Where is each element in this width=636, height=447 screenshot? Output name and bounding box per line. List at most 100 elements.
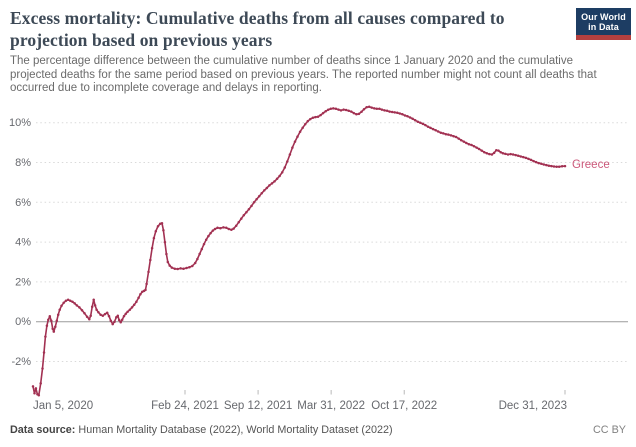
series-point[interactable] — [537, 161, 540, 165]
series-point[interactable] — [454, 135, 458, 139]
series-point[interactable] — [504, 152, 507, 156]
series-point[interactable] — [373, 107, 376, 110]
series-point[interactable] — [459, 138, 463, 142]
series-point[interactable] — [278, 174, 281, 178]
series-point[interactable] — [288, 153, 292, 156]
series-point[interactable] — [442, 132, 445, 135]
series-point[interactable] — [149, 258, 152, 262]
series-point[interactable] — [365, 105, 368, 109]
series-point[interactable] — [524, 156, 528, 160]
series-point[interactable] — [550, 164, 553, 168]
series-point[interactable] — [51, 327, 54, 330]
series-point[interactable] — [413, 119, 417, 122]
series-point[interactable] — [337, 108, 340, 111]
series-point[interactable] — [64, 299, 68, 303]
series-point[interactable] — [257, 195, 261, 198]
series-point[interactable] — [92, 298, 95, 302]
series-point[interactable] — [107, 314, 111, 318]
series-point[interactable] — [390, 110, 394, 114]
series-point[interactable] — [119, 321, 122, 324]
series-point[interactable] — [273, 180, 276, 183]
series-line-greece[interactable] — [32, 106, 566, 397]
series-point[interactable] — [488, 152, 491, 156]
series-point[interactable] — [109, 319, 113, 322]
series-point[interactable] — [117, 318, 121, 322]
series-point[interactable] — [490, 153, 494, 156]
series-point[interactable] — [207, 234, 210, 238]
series-point[interactable] — [166, 260, 170, 264]
series-point[interactable] — [434, 129, 437, 132]
series-point[interactable] — [137, 296, 140, 300]
series-point[interactable] — [424, 123, 427, 127]
series-point[interactable] — [240, 217, 243, 220]
series-point[interactable] — [522, 155, 525, 159]
series-point[interactable] — [58, 308, 61, 312]
series-point[interactable] — [156, 224, 160, 228]
series-point[interactable] — [132, 303, 136, 307]
series-point[interactable] — [560, 165, 564, 168]
series-point[interactable] — [477, 147, 481, 151]
series-point[interactable] — [401, 113, 404, 116]
series-point[interactable] — [145, 282, 148, 286]
series-point[interactable] — [339, 109, 343, 112]
series-point[interactable] — [380, 108, 384, 111]
series-point[interactable] — [204, 238, 208, 241]
series-point[interactable] — [97, 311, 100, 314]
series-point[interactable] — [113, 320, 116, 323]
series-point[interactable] — [160, 221, 164, 225]
series-point[interactable] — [170, 266, 174, 269]
series-point[interactable] — [499, 150, 502, 154]
series-point[interactable] — [416, 120, 420, 123]
series-point[interactable] — [45, 324, 49, 327]
series-point[interactable] — [56, 313, 60, 316]
series-point[interactable] — [105, 311, 109, 314]
series-point[interactable] — [309, 117, 312, 121]
series-point[interactable] — [34, 387, 38, 390]
series-point[interactable] — [200, 247, 204, 251]
series-point[interactable] — [439, 131, 443, 134]
series-point[interactable] — [385, 109, 389, 113]
series-point[interactable] — [275, 177, 279, 181]
series-point[interactable] — [529, 158, 533, 162]
series-end-label[interactable]: Greece — [572, 159, 610, 172]
series-point[interactable] — [80, 308, 84, 312]
series-point[interactable] — [198, 252, 201, 256]
series-point[interactable] — [480, 149, 483, 152]
series-point[interactable] — [296, 135, 299, 138]
series-point[interactable] — [495, 148, 498, 152]
series-point[interactable] — [352, 111, 356, 115]
series-point[interactable] — [154, 229, 158, 233]
series-point[interactable] — [367, 105, 371, 109]
series-point[interactable] — [547, 164, 551, 167]
series-point[interactable] — [375, 107, 379, 111]
series-point[interactable] — [436, 130, 440, 133]
series-point[interactable] — [449, 134, 453, 137]
series-point[interactable] — [37, 394, 41, 397]
series-point[interactable] — [242, 213, 246, 217]
series-point[interactable] — [126, 310, 129, 314]
series-point[interactable] — [211, 229, 215, 232]
series-point[interactable] — [176, 267, 179, 271]
series-point[interactable] — [69, 299, 72, 303]
series-point[interactable] — [316, 115, 320, 118]
series-point[interactable] — [247, 208, 251, 211]
series-point[interactable] — [44, 335, 47, 338]
series-point[interactable] — [472, 144, 476, 148]
series-point[interactable] — [185, 266, 188, 270]
series-point[interactable] — [532, 159, 535, 163]
series-point[interactable] — [301, 126, 304, 129]
series-point[interactable] — [99, 313, 102, 316]
series-point[interactable] — [252, 201, 256, 204]
series-point[interactable] — [311, 116, 315, 119]
series-point[interactable] — [250, 204, 253, 208]
series-point[interactable] — [152, 236, 156, 240]
series-point[interactable] — [280, 171, 284, 174]
series-point[interactable] — [66, 298, 70, 302]
series-point[interactable] — [144, 288, 147, 292]
series-point[interactable] — [444, 132, 448, 136]
series-point[interactable] — [162, 228, 165, 232]
series-point[interactable] — [41, 367, 44, 370]
series-point[interactable] — [213, 227, 217, 231]
series-point[interactable] — [50, 319, 53, 322]
